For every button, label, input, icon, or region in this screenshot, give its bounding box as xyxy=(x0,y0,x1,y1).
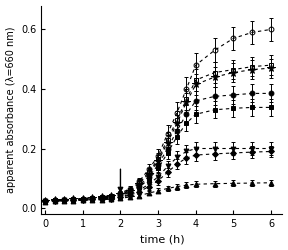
Y-axis label: apparent absorbance (λ=660 nm): apparent absorbance (λ=660 nm) xyxy=(5,26,16,193)
X-axis label: time (h): time (h) xyxy=(140,234,184,244)
